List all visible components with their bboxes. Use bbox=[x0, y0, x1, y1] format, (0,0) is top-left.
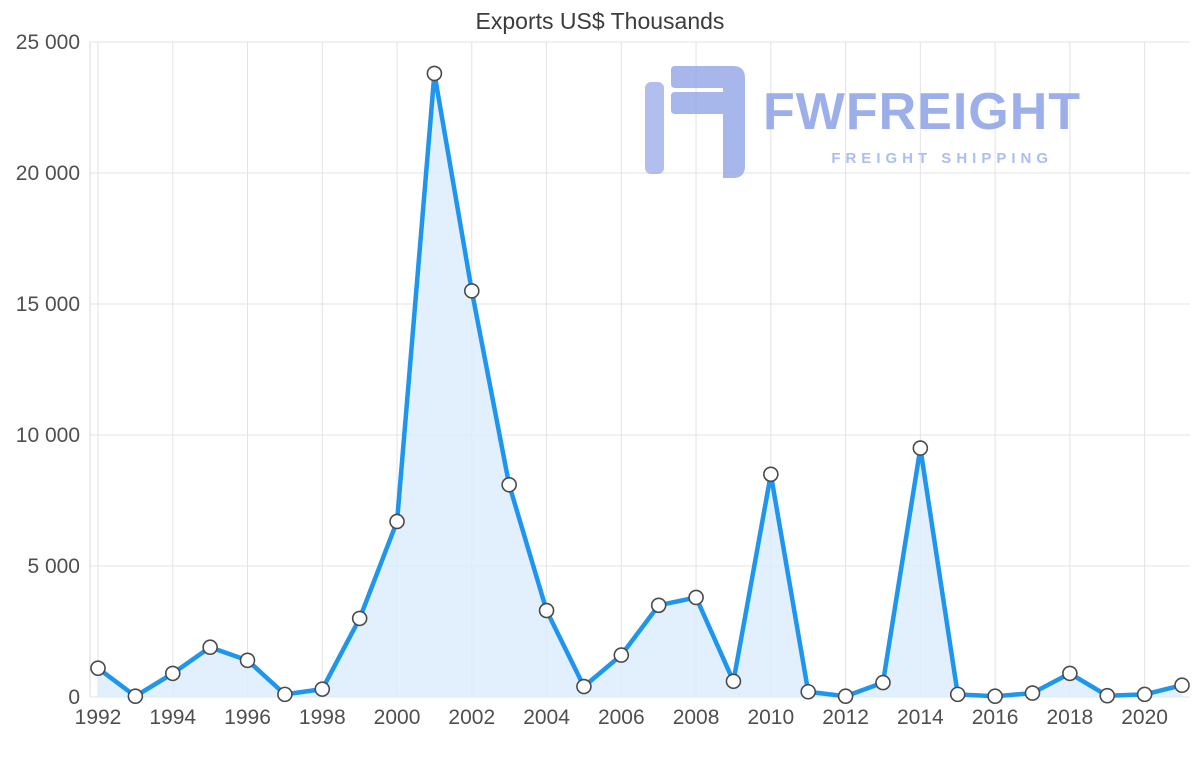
y-tick-label: 25 000 bbox=[16, 31, 80, 54]
y-tick-label: 0 bbox=[68, 686, 80, 709]
x-tick-label: 2010 bbox=[747, 706, 794, 729]
x-tick-label: 2000 bbox=[374, 706, 421, 729]
watermark-tagline-text: FREIGHT SHIPPING bbox=[831, 150, 1053, 167]
watermark-brand-text: FWFREIGHT bbox=[763, 83, 1082, 141]
fwfreight-logo-icon bbox=[645, 66, 745, 178]
data-point[interactable]: 1993: 30 bbox=[127, 688, 144, 705]
data-point[interactable]: 2021: 450 bbox=[1174, 677, 1190, 694]
y-tick-label: 20 000 bbox=[16, 162, 80, 185]
data-point[interactable]: 2002: 15500 bbox=[463, 283, 480, 299]
x-tick-label: 2004 bbox=[523, 706, 570, 729]
data-point[interactable]: 2003: 8100 bbox=[501, 476, 517, 493]
data-point[interactable]: 2017: 150 bbox=[1024, 685, 1041, 701]
x-tick-label: 2006 bbox=[598, 706, 645, 729]
x-tick-label: 2012 bbox=[822, 706, 869, 729]
data-point[interactable]: 2011: 200 bbox=[800, 683, 817, 700]
data-point[interactable]: 2012: 30 bbox=[837, 688, 854, 705]
fwfreight-watermark: FWFREIGHT FREIGHT SHIPPING bbox=[645, 64, 1080, 184]
data-point[interactable]: 1994: 900 bbox=[164, 665, 181, 682]
x-tick-label: 2002 bbox=[448, 706, 495, 729]
y-tick-label: 10 000 bbox=[16, 424, 80, 447]
x-tick-label: 1992 bbox=[75, 706, 122, 729]
data-point[interactable]: 1995: 1900 bbox=[202, 639, 218, 656]
data-point[interactable]: 2014: 9500 bbox=[912, 440, 929, 456]
x-tick-label: 1998 bbox=[299, 706, 346, 729]
data-point[interactable]: 2016: 30 bbox=[987, 688, 1003, 705]
y-tick-label: 5 000 bbox=[27, 555, 80, 578]
data-point[interactable]: 2019: 50 bbox=[1099, 687, 1116, 704]
data-point[interactable]: 2008: 3800 bbox=[688, 589, 704, 606]
data-point[interactable]: 1999: 3000 bbox=[351, 610, 368, 627]
x-tick-label: 2014 bbox=[897, 706, 944, 729]
data-point[interactable]: 1997: 100 bbox=[277, 686, 293, 703]
data-point[interactable]: 2009: 600 bbox=[725, 673, 742, 690]
data-point[interactable]: 2010: 8500 bbox=[763, 466, 779, 483]
data-point[interactable]: 1992: 1100 bbox=[90, 660, 106, 676]
data-point[interactable]: 2013: 550 bbox=[875, 674, 891, 691]
x-tick-label: 2018 bbox=[1047, 706, 1094, 729]
x-tick-label: 2008 bbox=[673, 706, 720, 729]
data-point[interactable]: 2004: 3300 bbox=[538, 602, 555, 619]
series-area bbox=[98, 73, 1182, 697]
x-tick-label: 2016 bbox=[972, 706, 1019, 729]
data-point[interactable]: 2015: 100 bbox=[949, 686, 966, 703]
data-point[interactable]: 2005: 400 bbox=[576, 678, 592, 695]
data-point[interactable]: 2006: 1600 bbox=[613, 647, 630, 663]
x-tick-label: 1994 bbox=[149, 706, 196, 729]
y-tick-label: 15 000 bbox=[16, 293, 80, 316]
data-point[interactable]: 1998: 300 bbox=[314, 681, 331, 697]
data-point[interactable]: 2001: 23800 bbox=[426, 65, 443, 82]
data-point[interactable]: 2020: 100 bbox=[1136, 686, 1153, 703]
data-point[interactable]: 2000: 6700 bbox=[389, 513, 405, 530]
data-point[interactable]: 1996: 1400 bbox=[239, 652, 256, 669]
x-tick-label: 1996 bbox=[224, 706, 271, 729]
data-point[interactable]: 2018: 900 bbox=[1062, 665, 1078, 682]
x-tick-label: 2020 bbox=[1121, 706, 1168, 729]
chart-title: Exports US$ Thousands bbox=[475, 8, 725, 34]
data-point[interactable]: 2007: 3500 bbox=[650, 597, 667, 614]
